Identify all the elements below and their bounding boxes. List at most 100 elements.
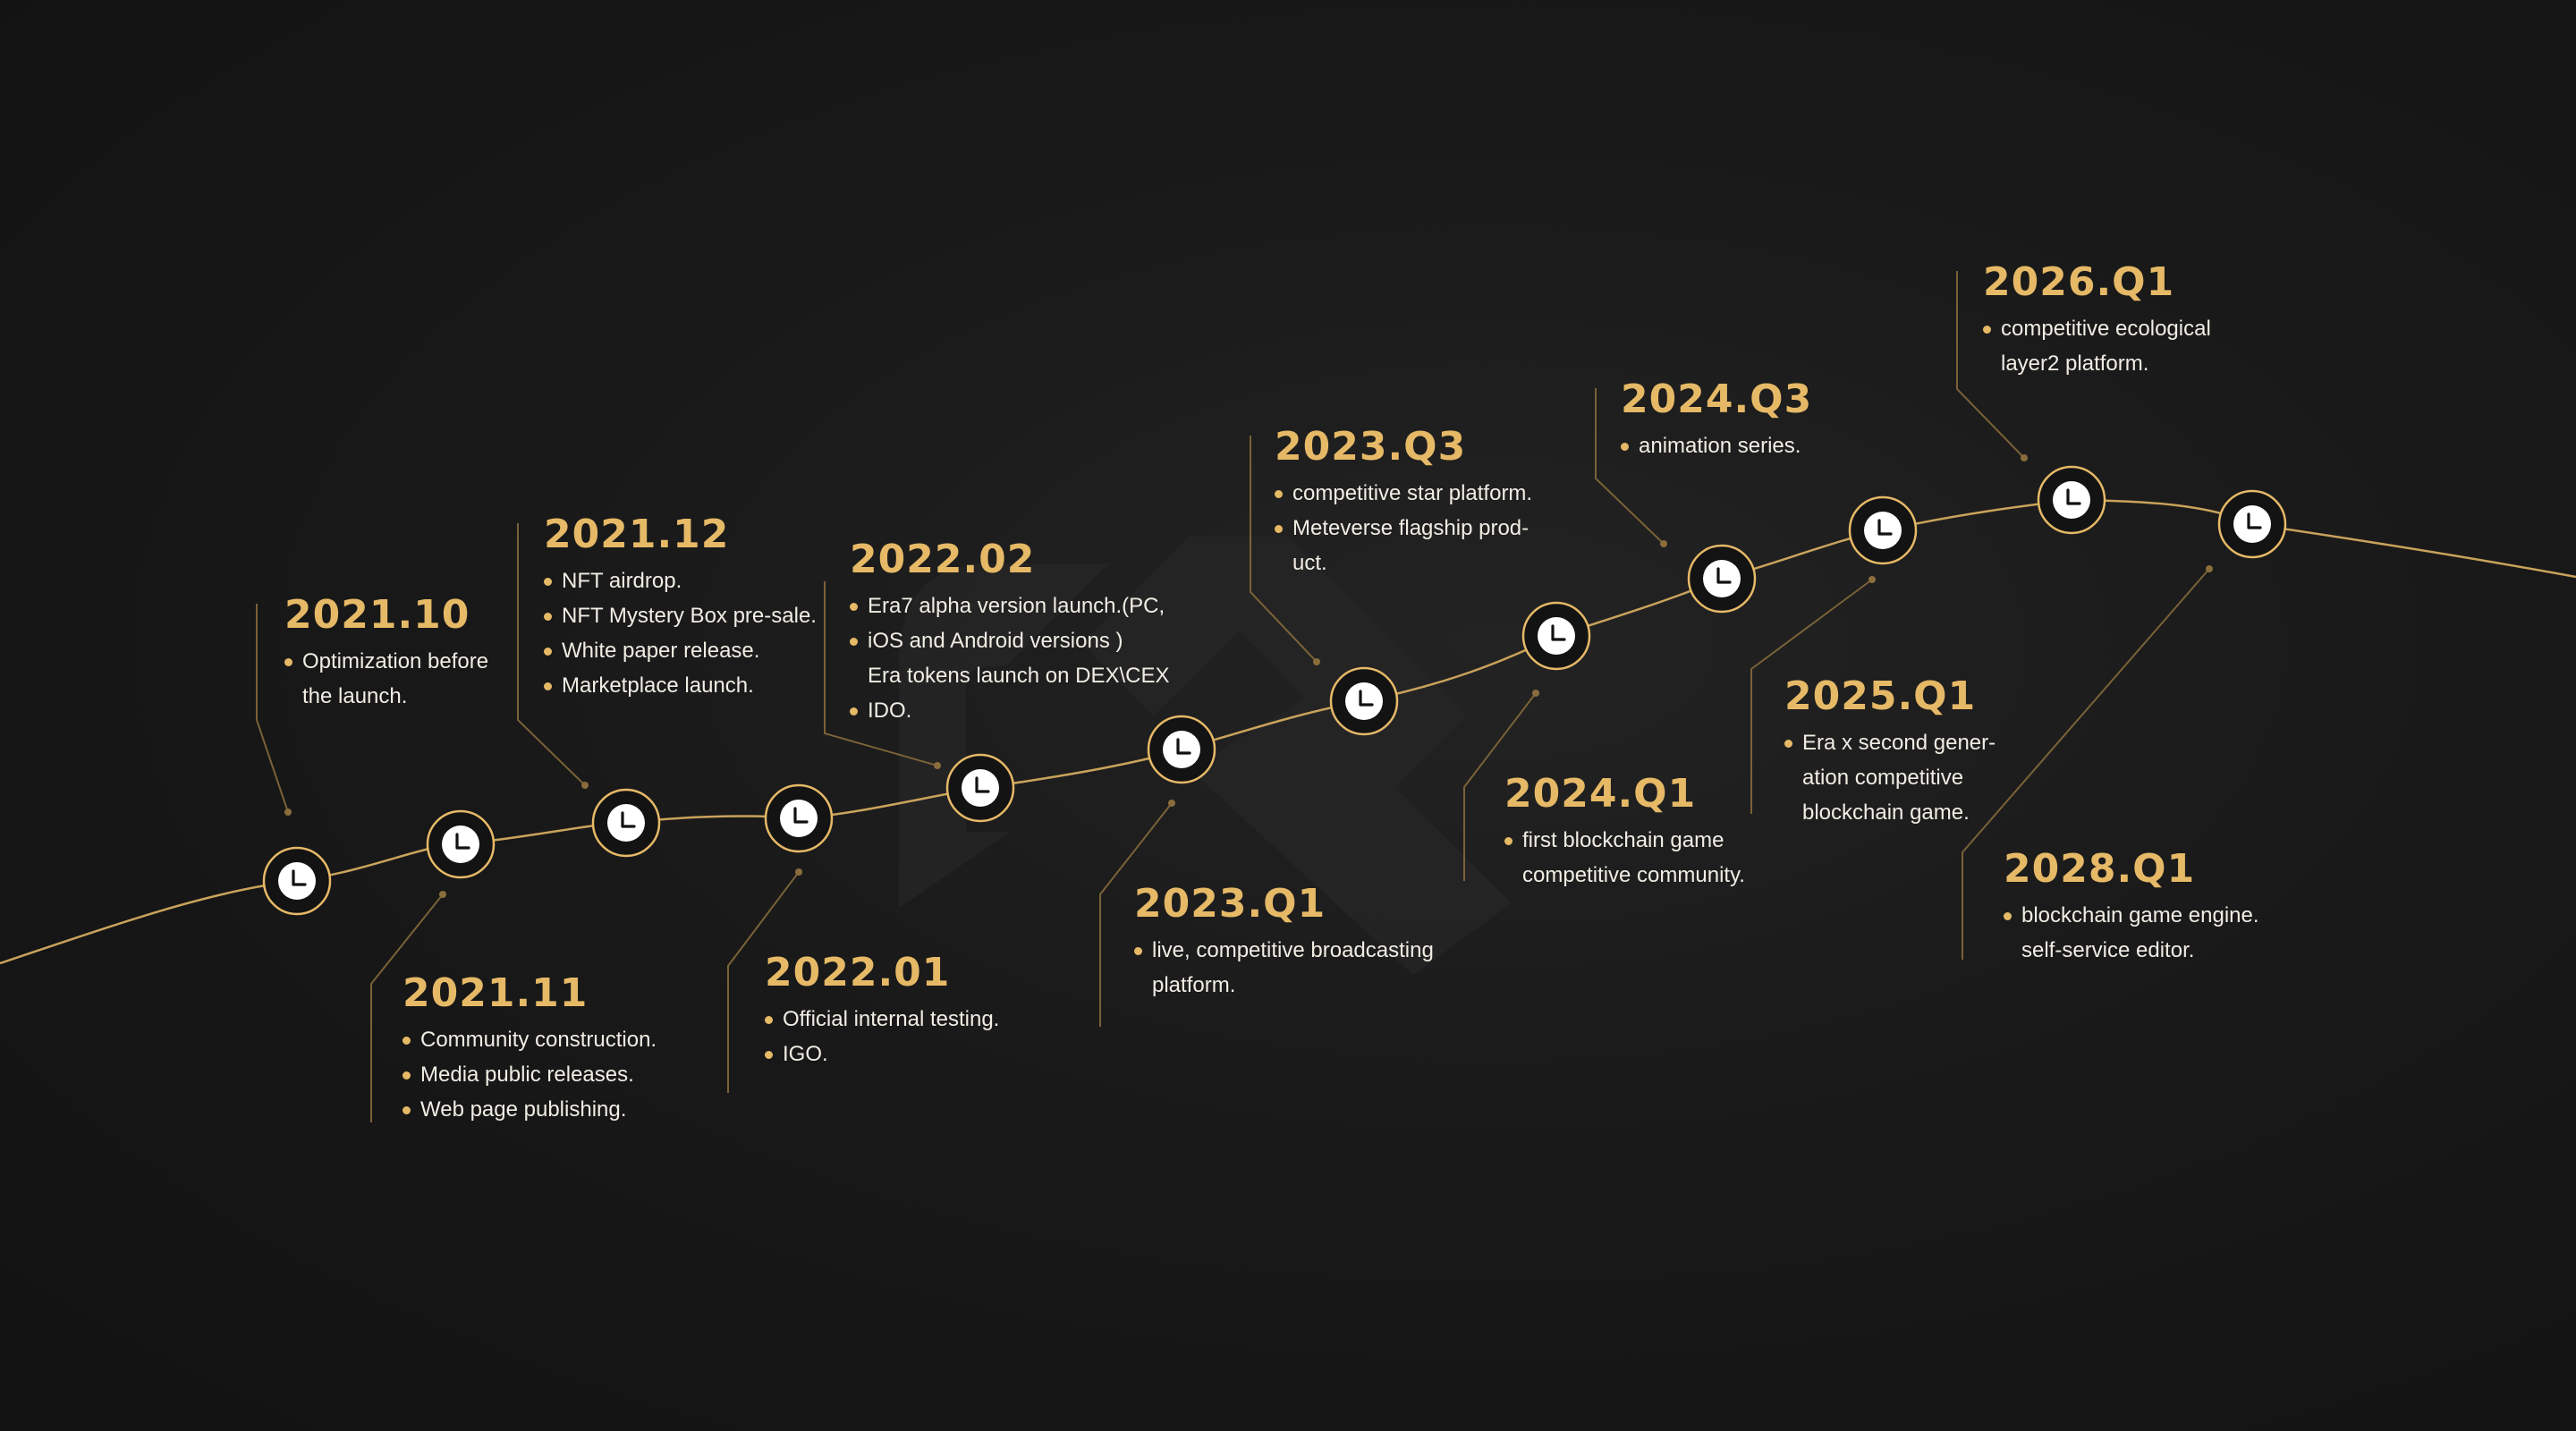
milestone-2022-02: 2022.02 Era7 alpha version launch.(PC, iOS… (850, 537, 1170, 728)
milestone-item-text: Web page publishing. (420, 1097, 627, 1122)
milestone-item-text: blockchain game engine. (2021, 903, 2259, 927)
milestone-items: NFT airdrop. NFT Mystery Box pre-sale. Whi… (544, 563, 817, 703)
connector-layer (256, 271, 2213, 1122)
bullet-dot (544, 613, 552, 621)
milestone-item-text: first blockchain game (1522, 828, 1724, 852)
milestone-2023-q1: 2023.Q1 live, competitive broadcasting pla… (1134, 881, 1434, 1003)
milestone-item: first blockchain game (1504, 823, 1745, 858)
bullet-dot (1275, 525, 1283, 533)
milestone-item: Meteverse flagship prod- (1275, 511, 1532, 546)
milestone-items: competitive star platform. Meteverse flag… (1275, 476, 1532, 580)
milestone-item: IGO. (765, 1037, 999, 1071)
bullet-dot (402, 1071, 411, 1080)
milestone-item-text: live, competitive broadcasting (1152, 938, 1434, 962)
milestone-item: Optimization before (284, 644, 488, 679)
clock-icon (2053, 481, 2090, 519)
milestone-item-text: platform. (1152, 973, 1236, 997)
milestone-item-text: Meteverse flagship prod- (1292, 516, 1530, 540)
milestone-item-text: competitive community. (1522, 863, 1745, 887)
milestone-item-text: IDO. (868, 699, 912, 723)
milestone-items: Official internal testing. IGO. (765, 1002, 999, 1071)
milestone-item-text: Community construction. (420, 1028, 657, 1052)
timeline-node-2028-q1 (2217, 489, 2287, 559)
connector-dot-2023-q3 (1313, 658, 1320, 665)
bullet-dot (765, 1016, 773, 1024)
milestone-items: live, competitive broadcasting platform. (1134, 933, 1434, 1003)
milestone-date: 2023.Q3 (1275, 424, 1467, 470)
bullet-dot (1504, 837, 1513, 845)
milestone-2024-q1: 2024.Q1 first blockchain game competitive … (1504, 771, 1745, 893)
bullet-dot (544, 648, 552, 656)
milestone-item-text: Official internal testing. (783, 1007, 1000, 1031)
connector-2022-01 (727, 871, 800, 1093)
milestone-item: Official internal testing. (765, 1002, 999, 1037)
milestone-2021-11: 2021.11 Community construction. Media publ… (402, 970, 657, 1127)
bullet-dot (1134, 947, 1142, 955)
clock-icon (1163, 731, 1200, 768)
clock-icon (1538, 617, 1575, 655)
milestone-item: blockchain game engine. (2004, 898, 2259, 933)
milestone-item: Marketplace launch. (544, 668, 817, 703)
bullet-dot (1983, 326, 1991, 334)
milestone-item-text: NFT airdrop. (562, 569, 682, 593)
clock-icon (780, 800, 818, 837)
milestone-2025-q1: 2025.Q1 Era x second gener-ation competit… (1784, 673, 1996, 830)
milestone-date: 2028.Q1 (2004, 846, 2196, 892)
connector-dot-2021-11 (439, 891, 446, 898)
milestone-date: 2026.Q1 (1983, 259, 2175, 305)
milestone-date: 2022.02 (850, 537, 1036, 582)
connector-2021-10 (256, 604, 289, 813)
bullet-dot (402, 1037, 411, 1045)
milestone-item-text: competitive ecological (2001, 317, 2211, 341)
milestone-item-text: blockchain game. (1802, 800, 1970, 825)
milestone-item: ation competitive (1784, 760, 1996, 795)
milestone-item: self-service editor. (2004, 933, 2259, 968)
milestone-item: Era7 alpha version launch.(PC, (850, 588, 1170, 623)
connector-dot-2023-q1 (1168, 800, 1175, 807)
milestone-item-text: Media public releases. (420, 1063, 634, 1087)
bullet-dot (1275, 490, 1283, 498)
bullet-dot (765, 1051, 773, 1059)
bullet-dot (850, 638, 858, 646)
clock-icon (607, 804, 645, 842)
connector-2028-q1 (1962, 568, 2210, 960)
bullet-dot (1784, 740, 1792, 748)
timeline-node-2025-q1 (1848, 495, 1918, 565)
milestone-item: IDO. (850, 693, 1170, 728)
milestone-date: 2023.Q1 (1134, 881, 1326, 927)
timeline-node-2024-q1 (1521, 601, 1591, 671)
connector-dot-2028-q1 (2206, 565, 2213, 572)
node-layer (262, 465, 2287, 916)
bullet-dot (1621, 443, 1629, 451)
connector-dot-2025-q1 (1868, 576, 1876, 583)
clock-icon (962, 769, 999, 807)
connector-2025-q1 (1750, 579, 1873, 814)
milestone-date: 2021.12 (544, 512, 730, 557)
connector-dot-2021-10 (284, 809, 292, 816)
milestone-item-text: uct. (1292, 551, 1327, 575)
timeline-node-2023-q3 (1329, 666, 1399, 736)
milestone-item: competitive community. (1504, 858, 1745, 893)
milestone-2021-12: 2021.12 NFT airdrop. NFT Mystery Box pre-s… (544, 512, 817, 703)
milestone-item: competitive ecological (1983, 311, 2211, 346)
timeline-node-2021-11 (426, 809, 496, 879)
milestone-item-text: iOS and Android versions ) (868, 629, 1123, 653)
timeline-node-2021-10 (262, 846, 332, 916)
milestone-item: NFT airdrop. (544, 563, 817, 598)
connector-2023-q3 (1250, 436, 1318, 663)
milestone-item: layer2 platform. (1983, 346, 2211, 381)
milestone-items: Optimization before the launch. (284, 644, 488, 714)
timeline-node-2023-q1 (1147, 715, 1216, 784)
connector-2021-11 (370, 893, 444, 1122)
timeline-node-2022-02 (945, 753, 1015, 823)
connector-2024-q1 (1463, 692, 1537, 881)
milestone-2021-10: 2021.10 Optimization before the launch. (284, 592, 488, 714)
background-logo-watermark (899, 537, 1512, 975)
milestone-item-text: Era7 alpha version launch.(PC, (868, 594, 1165, 618)
milestone-item: White paper release. (544, 633, 817, 668)
clock-icon (278, 862, 316, 900)
milestone-items: first blockchain game competitive communi… (1504, 823, 1745, 893)
milestone-items: Era7 alpha version launch.(PC, iOS and An… (850, 588, 1170, 728)
clock-icon (442, 826, 479, 863)
